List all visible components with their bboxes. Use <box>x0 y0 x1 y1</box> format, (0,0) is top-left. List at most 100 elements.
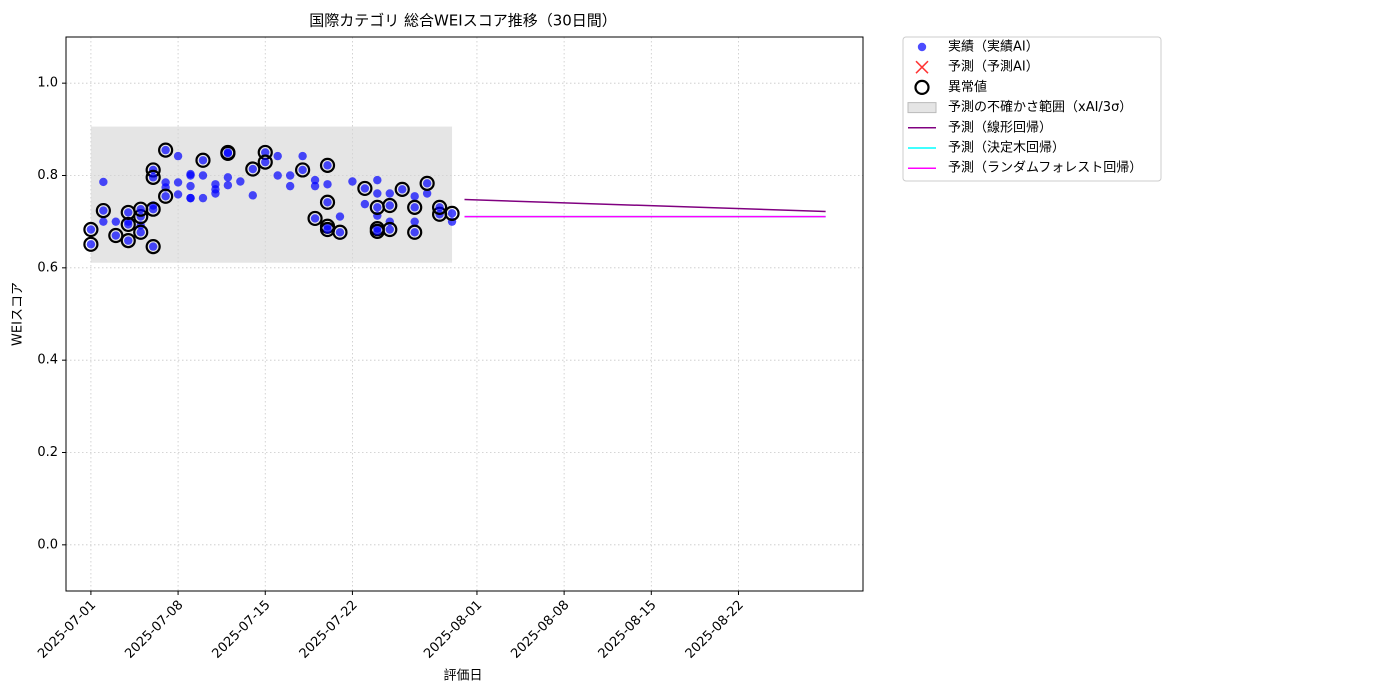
x-tick-label: 2025-08-22 <box>683 598 747 662</box>
prediction-line <box>464 198 826 213</box>
anomaly-ring <box>120 216 136 233</box>
anomaly-dot <box>310 214 320 223</box>
anomaly <box>120 232 136 249</box>
y-axis-label: WEIスコア <box>11 282 26 346</box>
anomaly-dot <box>111 231 121 240</box>
anomaly-dot <box>198 156 208 165</box>
actual-point <box>360 199 370 209</box>
legend-frame <box>902 36 1162 182</box>
anomaly-dot <box>373 203 382 212</box>
anomaly-dot <box>99 206 108 215</box>
anomaly-dot <box>148 173 158 182</box>
anomaly-dot <box>385 225 394 234</box>
x-tick-label: 2025-07-15 <box>210 598 274 662</box>
anomaly-ring <box>83 236 99 252</box>
anomaly <box>158 142 174 158</box>
plot-frame <box>65 36 864 592</box>
anomaly-dot <box>373 227 382 236</box>
anomaly-ring <box>133 224 149 240</box>
anomaly-dot <box>136 228 145 237</box>
legend-label: 予測（予測AI） <box>948 60 1039 75</box>
anomaly-ring <box>419 175 435 191</box>
anomaly-ring <box>295 162 311 178</box>
x-tick-label: 2025-08-15 <box>596 598 660 662</box>
anomaly-dot <box>161 192 170 201</box>
anomaly <box>295 162 311 178</box>
anomaly-ring <box>158 188 174 204</box>
y-tick-label: 1.0 <box>37 76 58 91</box>
actual-point <box>99 177 108 187</box>
anomaly-dot <box>335 228 345 237</box>
anomaly-dot <box>223 148 233 157</box>
anomaly-dot <box>360 184 370 193</box>
actual-point <box>211 189 220 198</box>
anomaly-ring <box>357 180 373 197</box>
anomaly-dot <box>435 203 444 212</box>
anomaly <box>407 199 423 215</box>
anomaly <box>382 221 398 238</box>
anomaly-ring <box>95 202 111 219</box>
actual-point <box>285 181 295 191</box>
anomaly <box>332 224 348 240</box>
anomaly-ring <box>257 154 273 170</box>
legend-label: 実績（実績AI） <box>948 39 1039 55</box>
anomaly <box>431 199 448 215</box>
actual-point <box>310 175 320 185</box>
actual-point <box>373 175 382 185</box>
actual-point <box>298 151 307 161</box>
actual-point <box>186 181 195 191</box>
anomaly-dot <box>422 179 432 188</box>
anomaly-ring <box>319 194 336 210</box>
anomaly <box>357 180 373 197</box>
legend-label: 予測（決定木回帰） <box>948 140 1065 156</box>
actual-point <box>198 171 208 180</box>
legend-swatch <box>907 102 937 114</box>
anomaly-ring <box>220 144 236 161</box>
anomaly <box>220 144 236 161</box>
legend-label: 異常値 <box>948 79 987 95</box>
anomaly-dot <box>261 157 270 167</box>
anomaly-dot <box>410 228 419 237</box>
actual-point <box>335 212 345 221</box>
legend-swatch <box>915 60 929 74</box>
anomaly <box>407 224 423 240</box>
anomaly <box>382 197 398 214</box>
anomaly-dot <box>86 225 96 234</box>
anomaly-dot <box>398 185 407 194</box>
anomaly-ring <box>145 238 161 255</box>
x-tick-label: 2025-08-01 <box>421 598 485 662</box>
actual-point <box>173 190 183 199</box>
anomaly <box>145 201 161 217</box>
anomaly-dot <box>248 164 257 174</box>
actual-point <box>248 191 257 200</box>
anomaly-dot <box>148 205 158 214</box>
anomaly <box>307 210 323 227</box>
anomaly-dot <box>410 203 419 212</box>
anomaly <box>195 152 211 168</box>
anomaly <box>394 181 410 197</box>
actual-point <box>186 193 195 203</box>
legend-swatch <box>914 79 930 96</box>
anomaly-dot <box>124 208 133 217</box>
anomaly-dot <box>385 201 394 210</box>
x-axis-label: 評価日 <box>443 669 482 684</box>
anomaly-dot <box>261 148 270 157</box>
actual-point <box>323 180 332 189</box>
anomaly-dot <box>298 165 307 175</box>
actual-point <box>285 171 295 180</box>
actual-point <box>99 217 108 226</box>
anomaly <box>319 194 336 210</box>
anomaly-ring <box>145 169 161 185</box>
anomaly-ring <box>120 232 136 249</box>
y-tick-label: 0.4 <box>37 353 58 368</box>
actual-point <box>173 178 183 187</box>
legend-label: 予測（ランダムフォレスト回帰） <box>948 160 1142 176</box>
actual-point <box>198 193 208 203</box>
x-tick-label: 2025-07-22 <box>297 598 361 662</box>
legend-label: 予測（線形回帰） <box>948 119 1052 135</box>
anomaly-dot <box>86 240 96 249</box>
anomaly <box>444 205 460 221</box>
anomaly <box>95 202 111 219</box>
